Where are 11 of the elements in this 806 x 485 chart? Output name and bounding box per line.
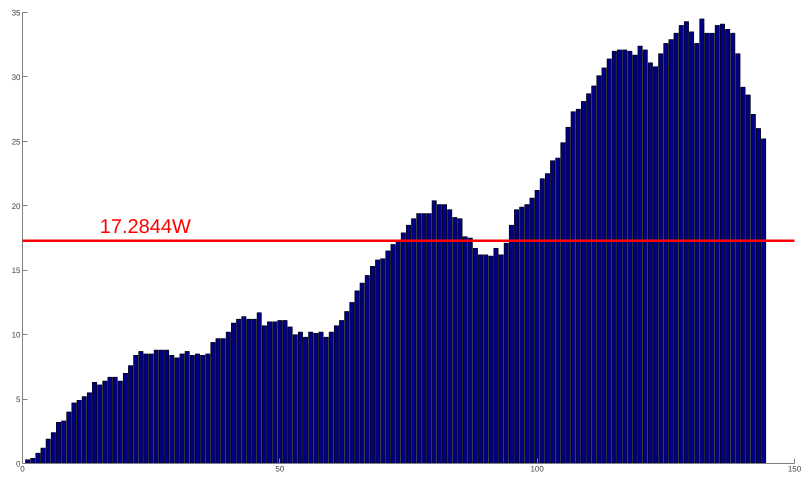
y-tick-label: 25 bbox=[12, 137, 22, 146]
y-tick-label: 5 bbox=[16, 395, 22, 404]
y-tick-label: 35 bbox=[12, 8, 22, 18]
x-tick-label: 100 bbox=[530, 464, 544, 474]
ref-line-label: 17.2844W bbox=[100, 216, 191, 238]
x-tick-label: 50 bbox=[275, 464, 285, 474]
y-tick-label: 30 bbox=[12, 72, 22, 82]
y-tick-label: 10 bbox=[12, 330, 22, 340]
y-tick-label: 20 bbox=[12, 202, 22, 211]
x-tick-label: 150 bbox=[788, 464, 802, 474]
y-tick-label: 15 bbox=[12, 266, 22, 276]
